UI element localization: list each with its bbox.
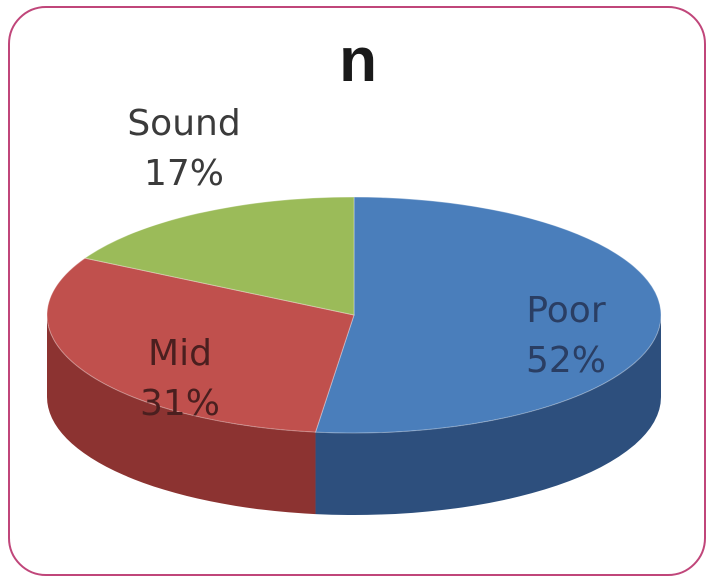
slice-value-poor: 52% <box>526 340 606 381</box>
slice-name-mid: Mid <box>148 333 212 374</box>
pie-chart: Poor 52% Mid 31% Sound 17% <box>0 0 716 551</box>
slice-value-mid: 31% <box>140 383 220 424</box>
slice-name-poor: Poor <box>526 290 605 331</box>
slice-name-sound: Sound <box>127 103 240 144</box>
slice-value-sound: 17% <box>144 153 224 194</box>
